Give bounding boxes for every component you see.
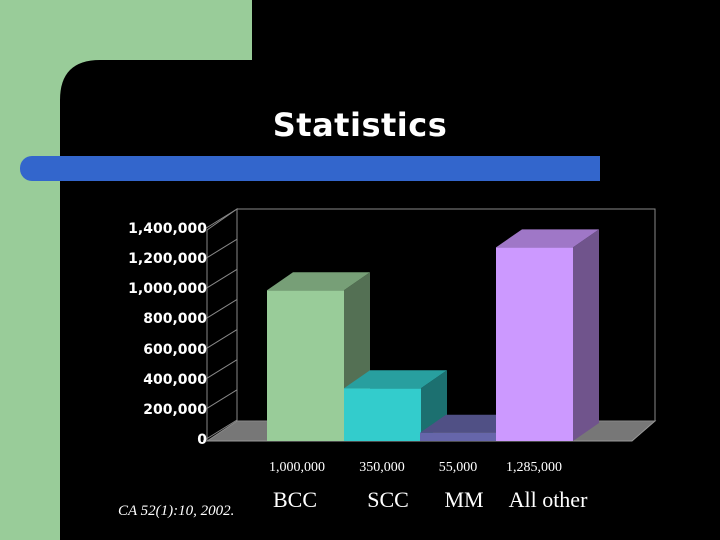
category-label: MM — [444, 487, 484, 512]
citation: CA 52(1):10, 2002. — [118, 503, 235, 519]
y-tick-mark — [202, 268, 238, 291]
value-label: 350,000 — [359, 460, 405, 475]
y-tick-label: 400,000 — [143, 371, 207, 388]
y-tick-mark — [202, 329, 238, 351]
y-tick-mark — [202, 389, 238, 412]
bar-front — [267, 290, 344, 441]
chart-side-wall — [206, 208, 238, 442]
bar-side — [573, 229, 599, 441]
bar-top — [267, 272, 370, 291]
title-bar-end — [580, 156, 600, 181]
value-label: 1,285,000 — [506, 460, 562, 475]
category-label: SCC — [367, 487, 409, 512]
bar-front — [344, 388, 421, 441]
y-tick-label: 1,200,000 — [128, 251, 207, 268]
y-tick-marks — [202, 208, 238, 442]
y-tick-label: 200,000 — [143, 401, 207, 418]
bar-front — [496, 247, 573, 441]
slide-title: Statistics — [272, 106, 448, 144]
y-tick-label: 1,400,000 — [128, 221, 207, 237]
bar-front — [420, 432, 497, 441]
bar-top — [496, 229, 599, 248]
y-tick-mark — [202, 419, 238, 442]
y-tick-label: 600,000 — [143, 341, 207, 358]
y-tick-mark — [202, 299, 238, 321]
bar-top — [344, 370, 447, 389]
y-tick-mark — [202, 238, 238, 261]
y-tick-mark — [202, 359, 238, 382]
bar-all-other — [496, 229, 599, 441]
value-label: 55,000 — [438, 460, 478, 475]
category-label: All other — [508, 487, 588, 512]
y-tick-label: 800,000 — [143, 311, 207, 328]
y-tick-mark — [202, 208, 238, 231]
category-label: BCC — [272, 487, 318, 512]
bars-group — [267, 229, 599, 441]
title-bar — [20, 156, 600, 181]
y-tick-label: 0 — [197, 432, 207, 448]
y-tick-label: 1,000,000 — [128, 281, 207, 298]
value-label: 1,000,000 — [269, 460, 325, 475]
